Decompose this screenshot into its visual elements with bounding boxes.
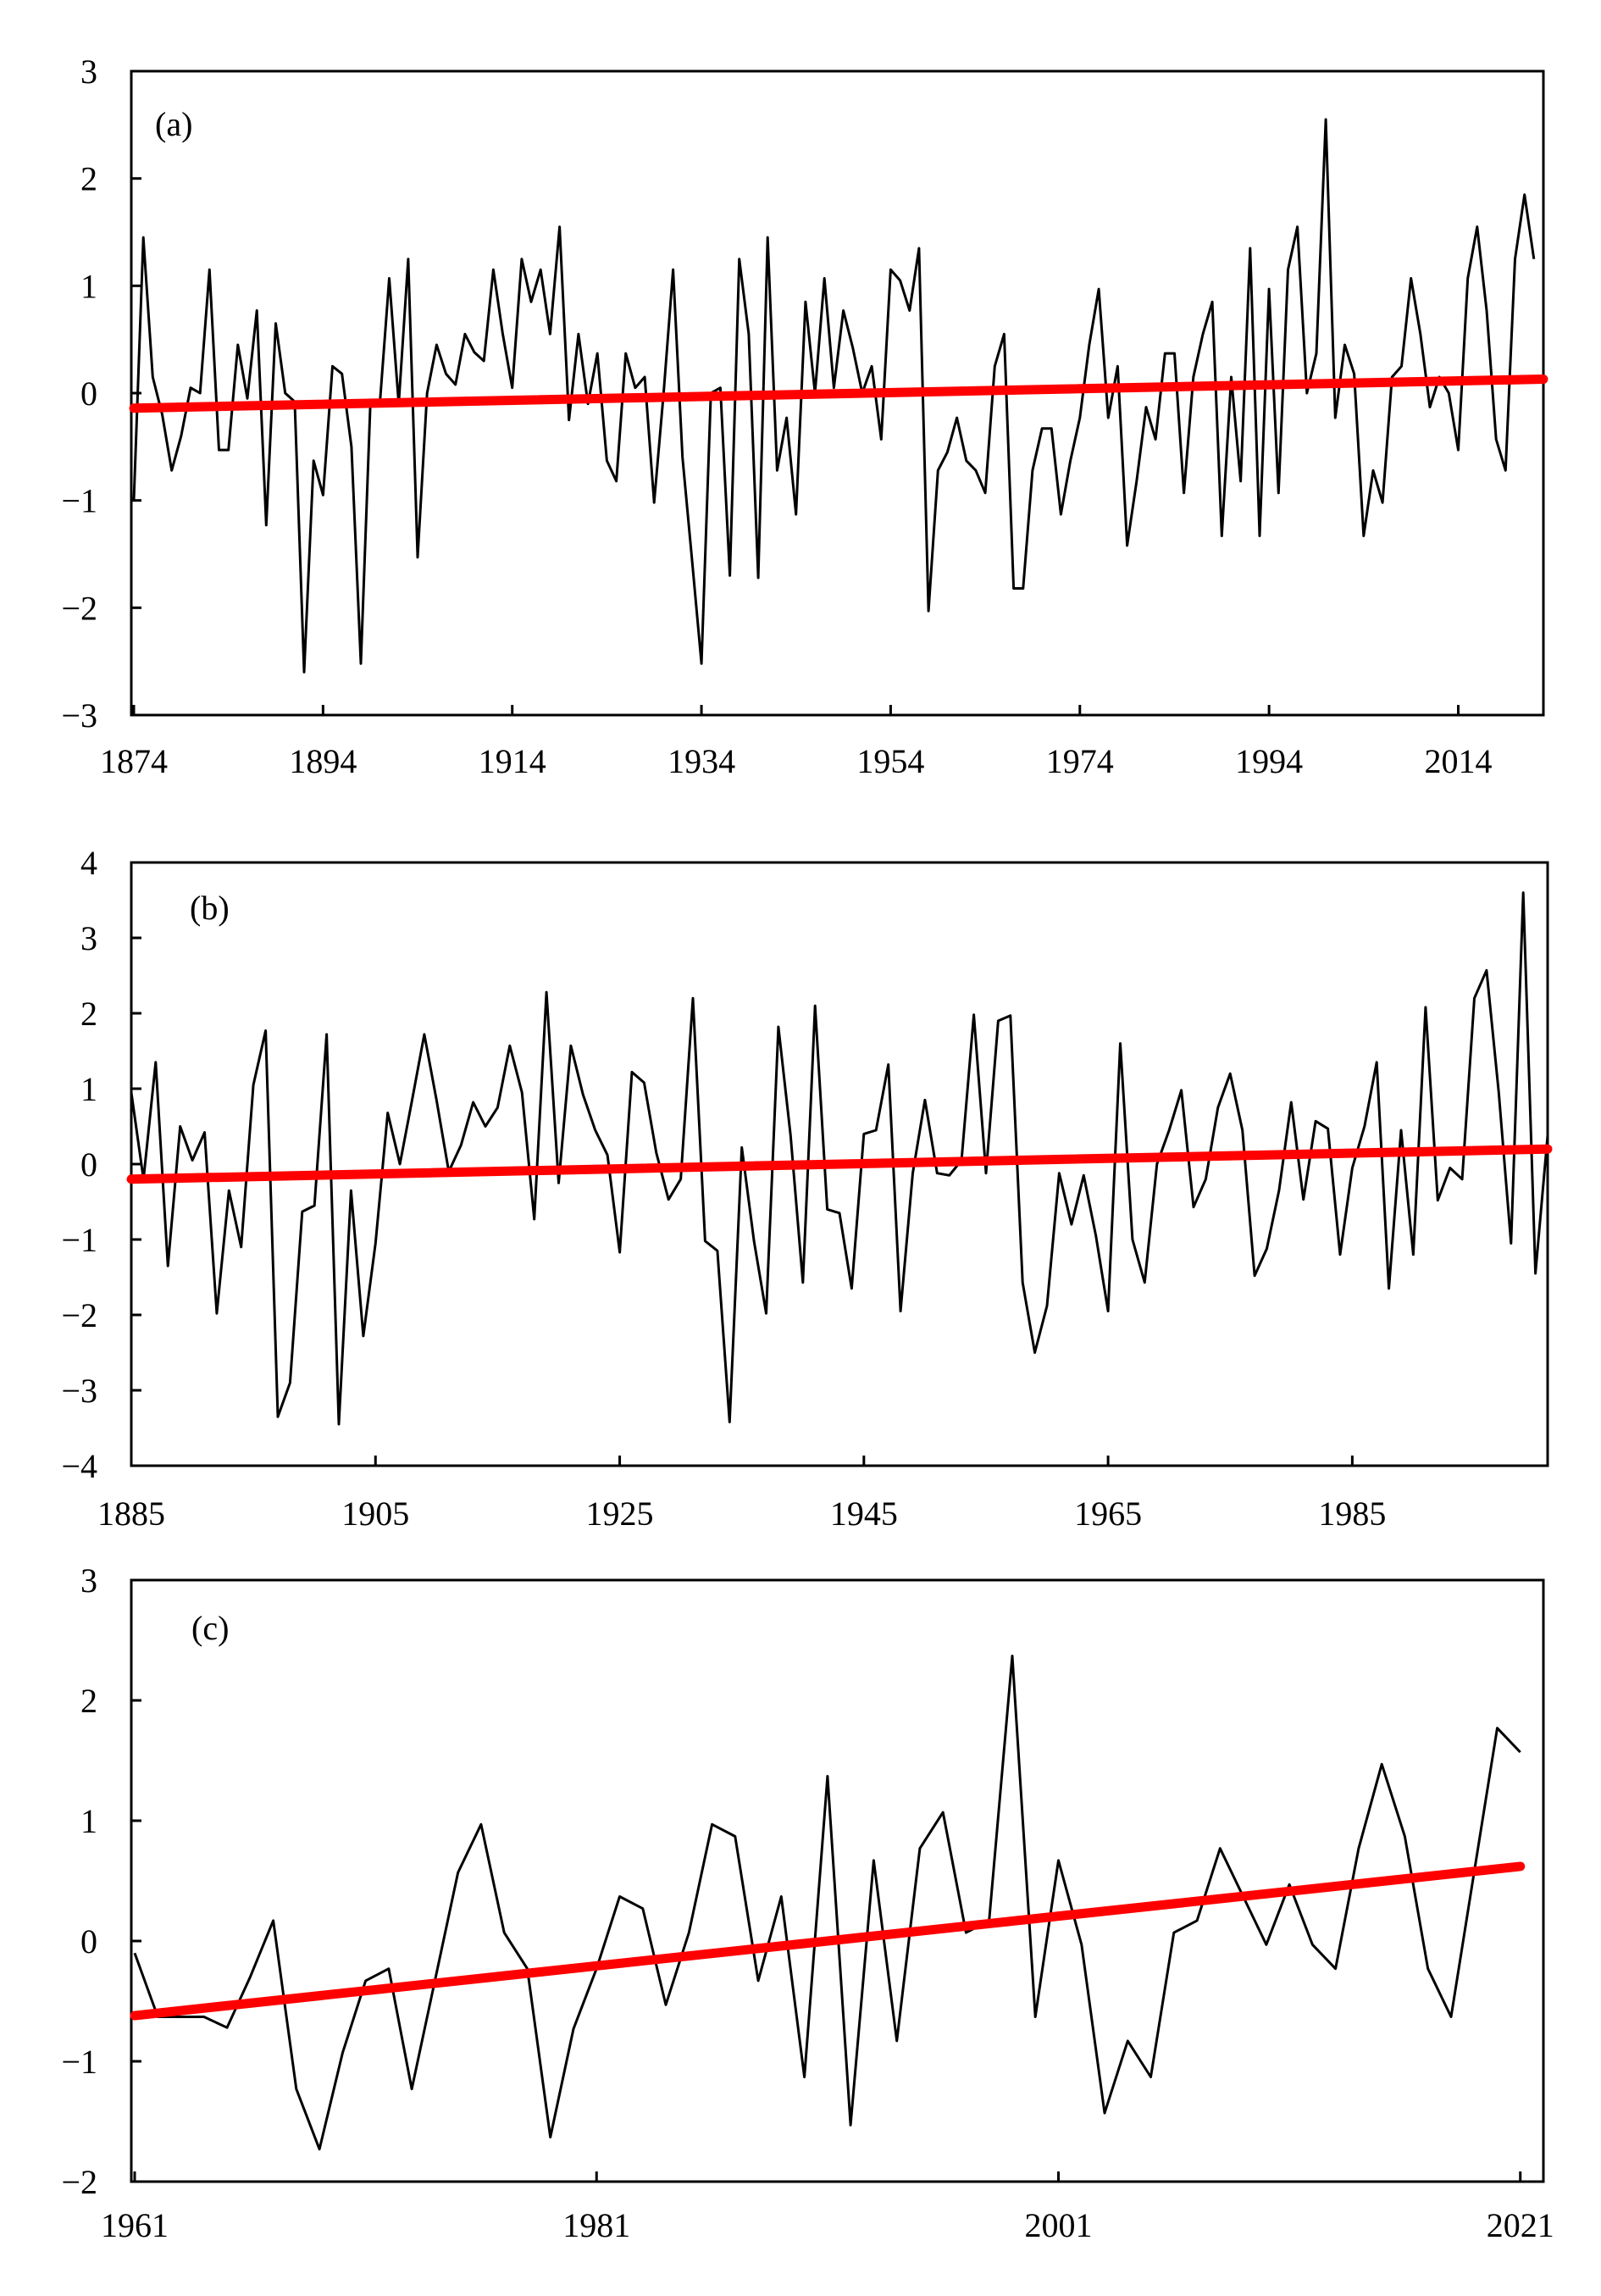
y-tick-label: 2 <box>80 995 97 1033</box>
y-tick-label: −1 <box>61 2043 97 2081</box>
y-tick-label: −2 <box>61 589 97 627</box>
anomaly-series-line <box>132 118 1536 674</box>
x-tick-label: 1965 <box>1074 1495 1142 1533</box>
panel-c: (c) −2 −1 0 1 2 3 1961 1981 2001 2021 <box>61 1561 1554 2244</box>
x-tick-label: 1925 <box>586 1495 654 1533</box>
panel-b: (b) −4 −3 −2 −1 0 1 2 3 4 1885 1905 1925 1945 1965 198… <box>61 844 1553 1533</box>
y-tick-label: −3 <box>61 1372 97 1410</box>
x-tick-label: 1961 <box>101 2206 169 2244</box>
y-tick-label: 1 <box>80 1802 97 1840</box>
panel-a-tick-labels: −3 −2 −1 0 1 2 3 1874 1894 1914 1934 1954 1974 1994 20… <box>61 53 1492 780</box>
trend-line <box>126 1144 1553 1184</box>
panel-c-ticks <box>131 1578 1522 2183</box>
anomaly-series-line <box>130 891 1549 1426</box>
y-tick-label: 3 <box>80 53 97 91</box>
y-tick-label: −1 <box>61 1221 97 1259</box>
x-tick-label: 1905 <box>341 1495 409 1533</box>
x-tick-label: 1885 <box>97 1495 165 1533</box>
x-tick-label: 1914 <box>479 742 546 780</box>
y-tick-label: −1 <box>61 482 97 520</box>
y-tick-label: 2 <box>80 1682 97 1720</box>
panel-c-tick-labels: −2 −1 0 1 2 3 1961 1981 2001 2021 <box>61 1561 1554 2244</box>
panel-a-label: (a) <box>155 105 192 143</box>
panel-a-ticks <box>131 69 1460 717</box>
panel-b-plot <box>126 891 1553 1426</box>
y-tick-label: 0 <box>80 374 97 413</box>
x-tick-label: 1894 <box>289 742 357 780</box>
panel-a: (a) −3 −2 −1 0 1 2 3 1874 1894 1914 1934 1954 1974 19… <box>61 53 1548 780</box>
x-tick-label: 2021 <box>1487 2206 1554 2244</box>
x-tick-label: 1974 <box>1046 742 1114 780</box>
y-tick-label: 4 <box>80 844 97 882</box>
x-tick-label: 1985 <box>1318 1495 1386 1533</box>
trend-line <box>129 374 1548 413</box>
x-tick-label: 1994 <box>1235 742 1303 780</box>
panel-b-label: (b) <box>190 889 230 927</box>
trend-line <box>130 1861 1526 2021</box>
panel-b-tick-labels: −4 −3 −2 −1 0 1 2 3 4 1885 1905 1925 1945 1965 1985 <box>61 844 1386 1533</box>
y-tick-label: 0 <box>80 1145 97 1184</box>
panel-b-ticks <box>130 861 1354 1467</box>
x-tick-label: 1874 <box>100 742 168 780</box>
y-tick-label: −2 <box>61 1296 97 1334</box>
y-tick-label: 2 <box>80 160 97 198</box>
y-tick-label: 1 <box>80 267 97 305</box>
y-tick-label: 3 <box>80 1561 97 1600</box>
x-tick-label: 1954 <box>856 742 924 780</box>
x-tick-label: 2001 <box>1024 2206 1092 2244</box>
y-tick-label: 1 <box>80 1070 97 1108</box>
panel-c-frame <box>130 1578 1545 2183</box>
x-tick-label: 2014 <box>1424 742 1492 780</box>
panel-c-plot <box>130 1655 1526 2151</box>
x-tick-label: 1934 <box>668 742 735 780</box>
y-tick-label: −3 <box>61 696 97 735</box>
y-tick-label: 0 <box>80 1922 97 1960</box>
y-tick-label: −2 <box>61 2163 97 2201</box>
y-tick-label: −4 <box>61 1447 97 1485</box>
panel-c-label: (c) <box>191 1609 229 1647</box>
anomaly-series-line <box>133 1655 1521 2151</box>
y-tick-label: 3 <box>80 919 97 957</box>
panel-a-plot <box>129 118 1548 674</box>
x-tick-label: 1945 <box>830 1495 898 1533</box>
x-tick-label: 1981 <box>562 2206 630 2244</box>
